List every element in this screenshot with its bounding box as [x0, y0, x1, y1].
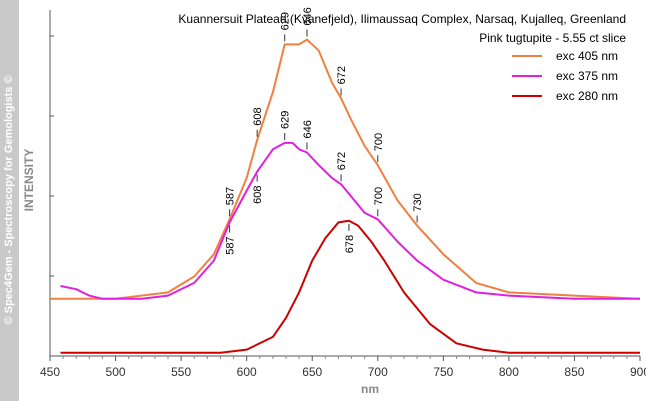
peak-label: 646	[302, 7, 314, 25]
series-lines	[50, 38, 641, 354]
legend-label: exc 280 nm	[556, 89, 618, 103]
peak-label: 587	[225, 187, 237, 205]
x-tick-label: 750	[433, 365, 453, 379]
watermark-sidebar: © Spec4Gem - Spectroscopy for Gemologist…	[0, 0, 19, 401]
peak-label: 730	[412, 193, 424, 211]
chart-subtitle: Pink tugtupite - 5.55 ct slice	[479, 31, 626, 45]
peak-label: 608	[252, 107, 264, 125]
peak-label: 672	[336, 152, 348, 170]
chart-title: Kuannersuit Plateau (Kvanefjeld), Ilimau…	[178, 12, 626, 26]
peak-label: 608	[252, 186, 264, 204]
legend-label: exc 405 nm	[556, 49, 618, 63]
series-line-3	[60, 219, 640, 354]
x-tick-label: 450	[40, 365, 60, 379]
x-tick-label: 900	[630, 365, 646, 379]
peak-label: 629	[280, 12, 292, 30]
x-tick-label: 700	[368, 365, 388, 379]
x-tick-label: 850	[564, 365, 584, 379]
peak-label: 587	[225, 236, 237, 254]
peak-label: 700	[373, 187, 385, 205]
series-line-2	[60, 141, 640, 300]
y-axis-label: INTENSITY	[22, 149, 36, 212]
series-line-1	[50, 38, 641, 300]
x-tick-label: 600	[237, 365, 257, 379]
peak-label: 678	[344, 235, 356, 253]
x-tick-label: 800	[499, 365, 519, 379]
x-tick-label: 500	[106, 365, 126, 379]
x-tick-label: 550	[171, 365, 191, 379]
x-axis-label: nm	[361, 382, 379, 396]
legend: exc 405 nm exc 375 nm exc 280 nm	[512, 49, 618, 103]
axes: 450 500 550 600 650 700 750 800 850 900 nm INTENSIT…	[22, 10, 646, 396]
chart-titles: Kuannersuit Plateau (Kvanefjeld), Ilimau…	[178, 12, 626, 45]
peak-label: 700	[373, 133, 385, 151]
peak-annotations: 608 629 646 672 587 700 730 629 646 672 608 587 700 6…	[225, 7, 424, 255]
peak-label: 629	[280, 111, 292, 129]
x-tick-label: 650	[302, 365, 322, 379]
peak-label: 646	[302, 120, 314, 138]
legend-label: exc 375 nm	[556, 69, 618, 83]
peak-label: 672	[336, 66, 348, 84]
